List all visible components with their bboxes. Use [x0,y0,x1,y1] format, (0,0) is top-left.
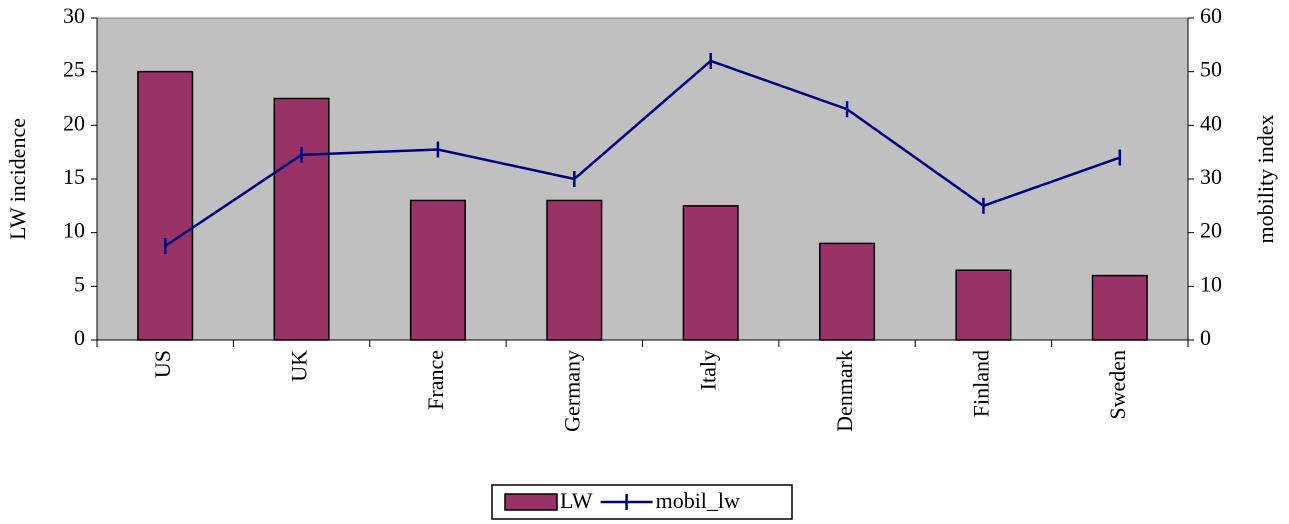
y2-tick-label: 60 [1200,3,1222,28]
legend: LW mobil_lw [491,484,793,520]
y-tick-label: 30 [63,3,85,28]
y-tick-label: 5 [74,271,85,296]
y2-tick-label: 10 [1200,271,1222,296]
y-tick-label: 25 [63,57,85,82]
y2-tick-label: 20 [1200,218,1222,243]
line [164,59,1121,248]
x-tick-label: Denmark [832,350,857,432]
bar [955,269,1012,341]
bar [409,199,466,341]
x-tick-label: UK [287,350,312,382]
x-tick-label: Italy [696,350,721,390]
bar [137,70,194,341]
x-tick-label: US [150,350,175,378]
y2-axis-title: mobility index [1253,115,1278,244]
legend-label: LW [560,488,593,513]
legend-swatch [504,493,558,511]
y-tick-label: 20 [63,110,85,135]
x-tick-label: France [423,350,448,410]
x-tick-label: Germany [559,350,584,432]
y2-tick-label: 40 [1200,110,1222,135]
y2-tick-label: 30 [1200,164,1222,189]
y-tick-label: 10 [63,218,85,243]
bar [819,242,876,341]
y-axis-title: LW incidence [5,118,30,240]
x-tick-label: Finland [968,350,993,417]
bar [682,205,739,341]
bar [273,97,330,341]
legend-label: mobil_lw [656,488,740,513]
bar [1091,274,1148,341]
y-tick-label: 0 [74,325,85,350]
plot-area [96,17,1189,341]
y-tick-label: 15 [63,164,85,189]
y2-tick-label: 50 [1200,57,1222,82]
x-tick-label: Sweden [1105,350,1130,420]
y2-tick-label: 0 [1200,325,1211,350]
bar [546,199,603,341]
